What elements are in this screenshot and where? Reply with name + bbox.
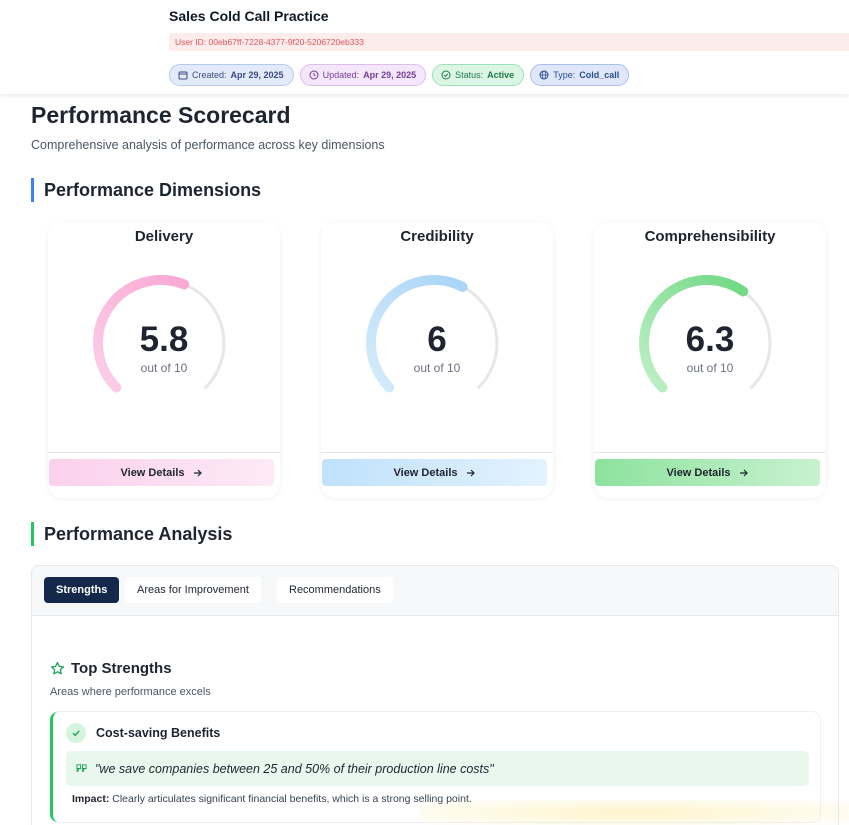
- card-divider: [321, 452, 553, 453]
- impact-text: Clearly articulates significant financia…: [112, 793, 472, 805]
- status-label: Status:: [455, 70, 484, 80]
- page-title: Performance Scorecard: [31, 102, 291, 128]
- globe-icon: [539, 70, 549, 80]
- tab-strengths[interactable]: Strengths: [44, 577, 120, 603]
- analysis-heading: Performance Analysis: [31, 522, 232, 546]
- meta-badges: Created: Apr 29, 2025 Updated: Apr 29, 2…: [169, 64, 630, 86]
- session-title: Sales Cold Call Practice: [169, 8, 329, 24]
- view-details-label: View Details: [120, 466, 185, 479]
- updated-badge: Updated: Apr 29, 2025: [299, 64, 427, 86]
- dimension-score: 6.3: [685, 320, 735, 359]
- page-subtitle: Comprehensive analysis of performance ac…: [31, 138, 385, 152]
- strength-quote-text: "we save companies between 25 and 50% of…: [95, 761, 494, 776]
- type-badge: Type: Cold_call: [530, 64, 630, 86]
- type-label: Type:: [553, 70, 576, 80]
- view-details-button[interactable]: View Details: [595, 459, 820, 486]
- score-scale: out of 10: [686, 361, 734, 375]
- arrow-right-icon: [466, 469, 475, 476]
- dimension-title: Comprehensibility: [644, 228, 776, 245]
- tab-recommendations[interactable]: Recommendations: [277, 577, 393, 603]
- star-icon: [50, 661, 65, 675]
- score-gauge: [639, 275, 772, 393]
- created-label: Created:: [192, 70, 227, 80]
- strengths-title-row: Top Strengths: [50, 660, 172, 677]
- dimension-card-delivery: Delivery 5.8 out of 10 View Details: [48, 222, 280, 498]
- gauge-fill: [639, 275, 749, 393]
- calendar-icon: [178, 71, 188, 80]
- strength-item: Cost-saving Benefits "we save companies …: [50, 712, 820, 822]
- dimension-card-credibility: Credibility 6 out of 10 View Details: [321, 222, 553, 498]
- gauge-fill: [366, 275, 468, 393]
- dimension-title: Delivery: [134, 228, 194, 245]
- view-details-button[interactable]: View Details: [322, 459, 547, 486]
- updated-label: Updated:: [322, 70, 360, 80]
- impact-label: Impact:: [72, 793, 110, 805]
- quote-icon: [76, 764, 87, 772]
- status-value: Active: [487, 70, 515, 80]
- status-badge: Status: Active: [432, 64, 525, 86]
- updated-value: Apr 29, 2025: [363, 70, 417, 80]
- check-circle-icon: [441, 70, 451, 80]
- score-scale: out of 10: [140, 361, 188, 375]
- created-value: Apr 29, 2025: [230, 70, 284, 80]
- dimension-card-comprehensibility: Comprehensibility 6.3 out of 10 View Det…: [594, 222, 826, 498]
- gauge-fill: [93, 275, 190, 393]
- dimensions-heading: Performance Dimensions: [31, 178, 261, 202]
- card-divider: [594, 452, 826, 453]
- card-divider: [48, 452, 280, 453]
- strength-impact: Impact: Clearly articulates significant …: [72, 793, 472, 805]
- view-details-label: View Details: [666, 466, 731, 479]
- type-value: Cold_call: [579, 70, 620, 80]
- strength-item-title: Cost-saving Benefits: [96, 726, 221, 740]
- score-gauge: [366, 275, 499, 393]
- check-icon: [66, 723, 86, 743]
- arrow-right-icon: [739, 469, 748, 476]
- score-gauge: [93, 275, 226, 393]
- dimension-title: Credibility: [400, 228, 474, 245]
- created-badge: Created: Apr 29, 2025: [169, 64, 294, 86]
- strengths-subtitle: Areas where performance excels: [50, 686, 211, 698]
- tab-areas-for-improvement[interactable]: Areas for Improvement: [125, 577, 261, 603]
- view-details-button[interactable]: View Details: [49, 459, 274, 486]
- score-scale: out of 10: [413, 361, 461, 375]
- user-id-bar: User ID: 00eb67ff-7228-4377-9f20-5206720…: [169, 33, 849, 51]
- strengths-title: Top Strengths: [71, 660, 172, 677]
- view-details-label: View Details: [393, 466, 458, 479]
- analysis-tabs: Strengths Areas for Improvement Recommen…: [32, 566, 838, 616]
- strength-quote: "we save companies between 25 and 50% of…: [66, 751, 809, 786]
- session-header: Sales Cold Call Practice User ID: 00eb67…: [0, 0, 849, 94]
- dimension-score: 6: [427, 320, 447, 359]
- arrow-right-icon: [193, 469, 202, 476]
- dimension-score: 5.8: [139, 320, 189, 359]
- analysis-panel: Strengths Areas for Improvement Recommen…: [31, 565, 839, 825]
- clock-icon: [309, 70, 319, 80]
